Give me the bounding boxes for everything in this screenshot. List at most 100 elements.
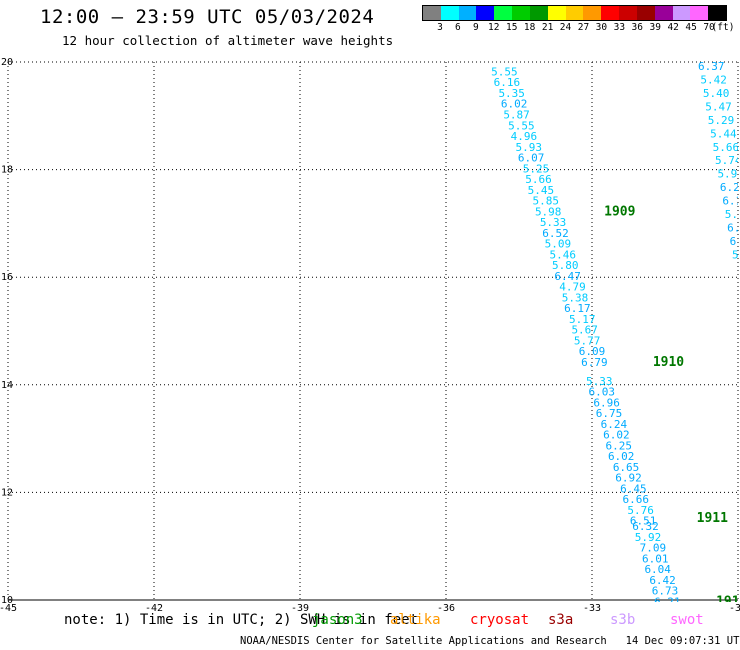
pass-id-label: 1911 (697, 511, 728, 526)
legend-swatch (512, 6, 530, 20)
wave-height-value: 6.42 (649, 574, 676, 587)
wave-height-value: 6.12 (730, 235, 740, 248)
legend-swatch (529, 6, 548, 20)
legend-label: 18 (523, 22, 536, 33)
legend-label: 15 (505, 22, 518, 33)
wave-height-value: 6.05 (727, 221, 740, 234)
wave-height-value: 6.18 (722, 195, 740, 208)
legend-swatch (583, 6, 602, 20)
wave-height-value: 6.96 (593, 396, 620, 409)
wave-height-value: 4.79 (559, 281, 586, 294)
footer: NOAA/NESDIS Center for Satellite Applica… (240, 635, 740, 647)
wave-height-value: 5.66 (713, 141, 740, 154)
footer-timestamp: 14 Dec 09:07:31 UTC 2024 (625, 635, 740, 647)
wave-height-value: 5.67 (571, 324, 598, 337)
legend-label: 12 (488, 22, 500, 33)
wave-height-value: 6.04 (644, 563, 671, 576)
x-tick-label: -42 (145, 603, 163, 614)
legend-unit: (ft) (711, 22, 735, 33)
wave-height-value: 5.97 (717, 168, 740, 181)
satellite-name: cryosat (470, 612, 530, 628)
satellite-name: s3b (610, 612, 636, 628)
legend-swatch (458, 6, 477, 20)
page-subtitle: 12 hour collection of altimeter wave hei… (62, 33, 394, 48)
y-tick-label: 18 (1, 165, 13, 176)
x-tick-label: -39 (291, 603, 309, 614)
wave-height-value: 6.51 (630, 515, 657, 528)
satellite-name: altika (390, 612, 441, 628)
legend-swatch (423, 6, 441, 20)
legend-swatch (601, 6, 620, 20)
wave-height-value: 6.09 (579, 345, 606, 358)
wave-height-value: 6.92 (615, 472, 642, 485)
y-tick-label: 10 (1, 595, 13, 606)
wave-height-value: 5.17 (569, 313, 596, 326)
wave-height-value: 5.35 (498, 87, 525, 100)
page-title: 12:00 – 23:59 UTC 05/03/2024 (40, 6, 375, 28)
wave-height-value: 6.73 (652, 585, 679, 598)
y-tick-label: 20 (1, 57, 13, 68)
x-tick-label: -30 (729, 603, 740, 614)
wave-height-value: 6.37 (698, 60, 725, 73)
wave-height-value: 5.80 (552, 259, 579, 272)
wave-height-value: 5.85 (533, 195, 560, 208)
wave-height-value: 5.55 (491, 65, 518, 78)
wave-height-value: 5.40 (703, 87, 730, 100)
wave-height-value: 6.02 (603, 429, 630, 442)
wave-height-value: 6.02 (608, 450, 635, 463)
wave-height-value: 6.01 (642, 552, 669, 565)
legend-label: 33 (613, 22, 626, 33)
legend-swatch (440, 6, 459, 20)
legend-label: 70 (703, 22, 715, 33)
legend-swatch (494, 6, 513, 20)
wave-height-value: 6.21 (720, 181, 740, 194)
legend-label: 21 (541, 22, 554, 33)
wave-height-value: 6.32 (632, 520, 659, 533)
legend-swatch (547, 6, 566, 20)
y-tick-label: 12 (1, 487, 13, 498)
note-text: note: 1) Time is in UTC; 2) SWH is in fe… (64, 612, 419, 628)
pass-id-label: 1913 (716, 594, 740, 609)
legend-label: 45 (685, 22, 697, 33)
wave-height-value: 5.74 (715, 154, 740, 167)
wave-height-value: 6.16 (494, 76, 521, 89)
wave-height-value: 5.90 (725, 208, 740, 221)
wave-height-value: 6.75 (596, 407, 623, 420)
wave-height-value: 6.52 (542, 227, 569, 240)
legend-label: 39 (649, 22, 661, 33)
legend-swatches (422, 5, 727, 21)
wave-height-value: 6.17 (564, 302, 591, 315)
legend-label: 27 (577, 22, 590, 33)
footer-credit: NOAA/NESDIS Center for Satellite Applica… (240, 635, 607, 647)
wave-height-value: 5.77 (574, 334, 601, 347)
legend-swatch (708, 6, 727, 20)
wave-height-value: 5.33 (540, 216, 567, 229)
wave-height-value: 6.25 (606, 439, 633, 452)
color-legend: 3 6 9 12 15 18 21 24 27 30 33 36 39 42 45 70 (ft) (422, 5, 734, 33)
wave-height-value: 6.02 (501, 98, 528, 111)
wave-height-value: 5.09 (545, 238, 572, 251)
legend-label: 42 (667, 22, 679, 33)
y-tick-label: 14 (1, 380, 13, 391)
wave-height-value: 5.47 (705, 100, 732, 113)
y-tick-label: 16 (1, 272, 13, 283)
legend-swatch (476, 6, 495, 20)
legend-label: 6 (455, 22, 461, 33)
legend-swatch (619, 6, 637, 20)
legend-swatch (654, 6, 673, 20)
legend-label: 30 (595, 22, 608, 33)
wave-height-value: 5.33 (586, 375, 613, 388)
wave-height-value: 5.92 (635, 531, 662, 544)
wave-height-value: 5.93 (515, 141, 542, 154)
wave-height-value: 6.24 (601, 418, 628, 431)
satellite-name: jason3 (312, 612, 363, 628)
legend-label: 24 (559, 22, 572, 33)
legend-label: 36 (631, 22, 644, 33)
wave-height-value: 5.29 (708, 114, 735, 127)
legend-label: 3 (437, 22, 443, 33)
legend-labels: 3 6 9 12 15 18 21 24 27 30 33 36 39 42 45 70 (ft) (422, 21, 734, 33)
wave-height-value: 7.09 (640, 542, 667, 555)
wave-height-value: 5.25 (523, 162, 550, 175)
wave-height-value: 6.66 (623, 493, 650, 506)
